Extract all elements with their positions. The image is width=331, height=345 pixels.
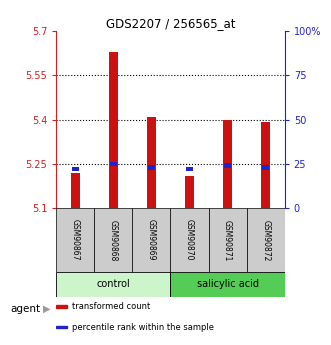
Bar (209, 208, 247, 272)
Bar (223, 119, 232, 208)
Bar (56, 305, 67, 308)
Text: agent: agent (10, 304, 40, 314)
Bar (56, 272, 170, 296)
Bar (71, 172, 80, 208)
Bar (247, 208, 285, 272)
Bar (148, 165, 155, 169)
Title: GDS2207 / 256565_at: GDS2207 / 256565_at (106, 17, 235, 30)
Text: control: control (97, 279, 130, 289)
Bar (186, 167, 193, 171)
Text: GSM90867: GSM90867 (71, 219, 80, 261)
Bar (185, 176, 194, 208)
Bar (132, 208, 170, 272)
Bar (170, 208, 209, 272)
Bar (147, 117, 156, 208)
Bar (170, 272, 285, 296)
Bar (224, 163, 231, 168)
Bar (72, 167, 79, 171)
Text: GSM90871: GSM90871 (223, 219, 232, 261)
Text: salicylic acid: salicylic acid (197, 279, 259, 289)
Text: GSM90869: GSM90869 (147, 219, 156, 261)
Text: GSM90870: GSM90870 (185, 219, 194, 261)
Text: GSM90872: GSM90872 (261, 219, 270, 261)
Bar (56, 326, 67, 328)
Text: transformed count: transformed count (72, 302, 151, 311)
Bar (262, 165, 269, 169)
Bar (261, 122, 270, 208)
Bar (56, 208, 94, 272)
Text: GSM90868: GSM90868 (109, 219, 118, 261)
Bar (109, 52, 118, 208)
Text: ▶: ▶ (43, 304, 51, 314)
Bar (110, 161, 117, 166)
Text: percentile rank within the sample: percentile rank within the sample (72, 323, 214, 332)
Bar (94, 208, 132, 272)
